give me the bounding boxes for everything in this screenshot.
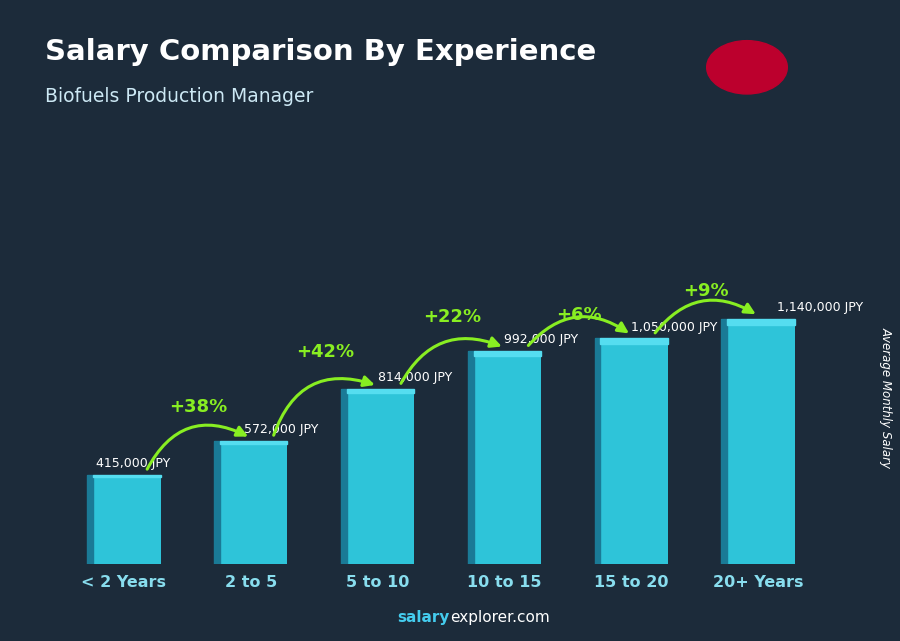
Bar xyxy=(346,389,414,394)
Text: Salary Comparison By Experience: Salary Comparison By Experience xyxy=(45,38,596,67)
Text: 1,050,000 JPY: 1,050,000 JPY xyxy=(631,320,717,333)
Text: explorer.com: explorer.com xyxy=(450,610,550,625)
Text: +9%: +9% xyxy=(683,282,729,300)
Bar xyxy=(220,441,287,444)
Text: 1,140,000 JPY: 1,140,000 JPY xyxy=(778,301,863,314)
Text: salary: salary xyxy=(398,610,450,625)
Bar xyxy=(341,389,414,564)
Bar xyxy=(87,475,160,564)
Text: +42%: +42% xyxy=(296,344,355,362)
Bar xyxy=(600,338,668,344)
Circle shape xyxy=(706,40,788,94)
Text: +38%: +38% xyxy=(169,397,228,415)
Bar xyxy=(595,338,668,564)
Bar xyxy=(341,389,346,564)
Text: 814,000 JPY: 814,000 JPY xyxy=(378,371,452,385)
Text: 572,000 JPY: 572,000 JPY xyxy=(244,423,319,437)
Text: 992,000 JPY: 992,000 JPY xyxy=(504,333,579,346)
Bar xyxy=(595,338,600,564)
Bar xyxy=(722,319,795,564)
Text: Biofuels Production Manager: Biofuels Production Manager xyxy=(45,87,313,106)
Bar xyxy=(93,475,160,477)
Bar xyxy=(727,319,795,325)
Text: +6%: +6% xyxy=(556,306,602,324)
Bar xyxy=(214,441,287,564)
Text: Average Monthly Salary: Average Monthly Salary xyxy=(880,327,893,468)
Bar xyxy=(468,351,541,564)
Bar xyxy=(722,319,727,564)
Bar xyxy=(468,351,473,564)
Bar xyxy=(214,441,220,564)
Text: +22%: +22% xyxy=(423,308,482,326)
Text: 415,000 JPY: 415,000 JPY xyxy=(96,457,170,470)
Bar xyxy=(473,351,541,356)
Bar xyxy=(87,475,93,564)
